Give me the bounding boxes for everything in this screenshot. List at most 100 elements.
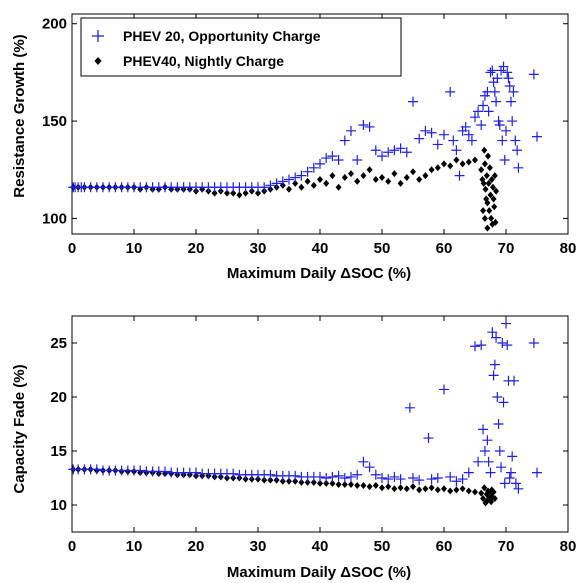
data-point-plus	[502, 340, 513, 351]
data-point-plus	[284, 174, 294, 185]
data-point-diamond	[484, 224, 491, 232]
data-point-plus	[321, 153, 332, 164]
data-point-plus	[277, 176, 288, 187]
data-point-plus	[503, 73, 514, 84]
data-point-plus	[483, 456, 494, 467]
data-point-plus	[445, 86, 456, 97]
data-point-plus	[408, 96, 418, 107]
data-point-plus	[489, 86, 500, 97]
data-point-plus	[513, 162, 524, 173]
data-point-diamond	[261, 476, 268, 484]
y-tick-label: 15	[50, 443, 67, 460]
data-point-diamond	[472, 488, 478, 496]
data-point-plus	[315, 158, 325, 169]
data-point-diamond	[236, 191, 243, 199]
data-point-plus	[505, 467, 516, 478]
data-point-plus	[510, 135, 521, 146]
x-axis-label-resistance: Maximum Daily ΔSOC (%)	[227, 265, 411, 282]
data-point-plus	[512, 145, 523, 156]
data-point-plus	[470, 341, 480, 352]
data-point-diamond	[453, 486, 460, 494]
data-point-plus	[364, 121, 375, 132]
data-point-plus	[470, 112, 480, 123]
data-point-plus	[346, 125, 356, 136]
data-point-diamond	[483, 172, 490, 180]
data-point-diamond	[434, 164, 441, 172]
data-point-plus	[491, 332, 502, 343]
data-point-plus	[321, 473, 332, 483]
data-point-plus	[492, 392, 503, 402]
data-point-plus	[476, 340, 487, 351]
x-tick-label: 0	[68, 240, 76, 257]
data-point-diamond	[492, 218, 499, 226]
data-point-plus	[346, 471, 356, 482]
data-point-plus	[414, 133, 425, 144]
data-point-plus	[454, 170, 465, 181]
data-point-plus	[498, 397, 509, 408]
data-point-plus	[491, 96, 502, 107]
data-point-diamond	[478, 166, 485, 174]
x-tick-label: 0	[68, 538, 76, 555]
data-point-diamond	[459, 160, 466, 168]
data-point-plus	[507, 116, 518, 127]
data-point-diamond	[292, 179, 299, 187]
data-point-diamond	[391, 170, 398, 178]
data-point-diamond	[481, 160, 488, 168]
data-point-diamond	[255, 189, 261, 197]
x-tick-label: 20	[188, 538, 205, 555]
data-point-plus	[473, 106, 484, 117]
data-point-diamond	[335, 480, 342, 488]
data-point-plus	[383, 147, 394, 158]
data-point-diamond	[478, 489, 485, 497]
data-point-diamond	[329, 479, 336, 487]
legend-box	[80, 17, 402, 77]
data-point-plus	[302, 166, 313, 177]
data-point-plus	[457, 474, 468, 485]
data-point-plus	[439, 384, 449, 395]
data-point-plus	[333, 470, 344, 481]
data-point-plus	[439, 129, 449, 140]
data-point-diamond	[472, 156, 478, 164]
data-point-plus	[404, 402, 415, 413]
data-point-diamond	[480, 495, 487, 503]
data-point-diamond	[487, 191, 494, 199]
data-point-diamond	[484, 199, 491, 207]
data-point-diamond	[298, 478, 305, 486]
data-point-diamond	[391, 485, 398, 493]
data-point-plus	[352, 469, 363, 480]
data-point-plus	[507, 451, 518, 462]
data-point-diamond	[441, 160, 447, 168]
data-point-diamond	[486, 207, 493, 215]
x-tick-label: 80	[560, 240, 577, 257]
data-point-diamond	[410, 483, 416, 491]
data-point-plus	[339, 473, 350, 483]
data-point-plus	[308, 162, 319, 173]
data-point-diamond	[366, 166, 373, 174]
data-point-plus	[473, 456, 484, 467]
data-point-plus	[290, 470, 301, 481]
data-point-plus	[476, 119, 487, 130]
data-point-diamond	[230, 189, 237, 197]
data-point-plus	[377, 473, 387, 483]
data-point-plus	[482, 435, 493, 446]
data-point-plus	[228, 468, 239, 479]
data-point-diamond	[360, 172, 367, 180]
data-point-plus	[408, 473, 418, 483]
data-point-plus	[492, 73, 503, 84]
data-point-diamond	[441, 485, 447, 493]
data-point-diamond	[488, 175, 495, 183]
y-tick-label: 200	[42, 16, 67, 33]
data-point-diamond	[372, 175, 379, 183]
data-point-diamond	[493, 187, 500, 195]
legend-marker-diamond	[94, 57, 102, 65]
y-axis-label-capacity: Capacity Fade (%)	[11, 364, 28, 493]
data-point-plus	[420, 125, 431, 136]
data-point-plus	[493, 419, 504, 429]
y-tick-label: 100	[42, 210, 67, 227]
data-point-diamond	[397, 179, 404, 187]
y-tick-label: 10	[50, 497, 67, 514]
data-point-plus	[513, 483, 524, 494]
data-point-plus	[315, 471, 325, 482]
data-point-diamond	[323, 179, 330, 187]
data-point-plus	[91, 464, 102, 475]
